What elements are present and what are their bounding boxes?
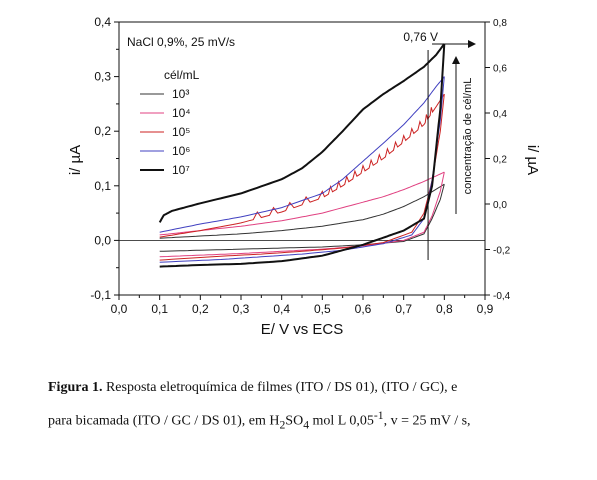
series-forward-scan <box>159 183 445 239</box>
concentration-arrowhead <box>452 56 460 64</box>
x-tick-label: 0,9 <box>477 302 494 316</box>
y-right-tick-label: 0,6 <box>493 64 507 75</box>
x-tick-label: 0,7 <box>395 302 412 316</box>
y-left-tick-label: 0,0 <box>94 233 111 247</box>
y-right-tick-label: 0,4 <box>493 109 507 120</box>
x-tick-label: 0,8 <box>436 302 453 316</box>
y-right-tick-label: 0,2 <box>493 155 507 166</box>
caption-line-1: Figura 1. Resposta eletroquímica de film… <box>48 374 568 402</box>
caption-sub-4: 4 <box>303 418 310 432</box>
legend-label: 10⁴ <box>172 106 191 120</box>
legend-label: 10⁵ <box>172 125 190 139</box>
caption-line-2: para bicamada (ITO / GC / DS 01), em H2S… <box>48 402 568 439</box>
caption-text-after: mol L 0,05 <box>309 413 374 429</box>
y-right-tick-label: -0,2 <box>493 246 511 257</box>
caption-sub-2: 2 <box>279 418 286 432</box>
y-left-tick-label: -0,1 <box>90 288 111 302</box>
series-forward-scan <box>159 93 445 238</box>
legend-title: cél/mL <box>164 68 200 82</box>
legend-label: 10⁶ <box>172 144 190 158</box>
cyclic-voltammetry-chart: 0,0 0,1 0,2 0,3 0,4 0,5 0,6 0,7 0,8 0,9 -0,10,00,… <box>67 15 541 338</box>
x-tick-label: 0,6 <box>355 302 372 316</box>
series-forward-scan <box>158 43 446 223</box>
series-forward-scan <box>159 76 445 233</box>
series-reverse-scan <box>159 184 445 252</box>
y-left-tick-label: 0,4 <box>94 15 111 29</box>
y-left-tick-label: 0,1 <box>94 179 111 193</box>
x-tick-label: 0,2 <box>192 302 209 316</box>
y-left-tick-label: 0,2 <box>94 124 111 138</box>
series-reverse-scan <box>159 172 445 258</box>
series-forward-scan <box>159 171 445 236</box>
y-left-tick-label: 0,3 <box>94 70 111 84</box>
caption-text-1: Resposta eletroquímica de filmes (ITO / … <box>105 380 458 395</box>
series-reverse-scan <box>159 43 446 268</box>
caption-text-2: para bicamada (ITO / GC / DS 01), em H <box>48 413 280 429</box>
y-right-tick-label: 0,0 <box>493 200 507 211</box>
figure-caption: Figura 1. Resposta eletroquímica de film… <box>48 374 568 439</box>
y-right-axis-label: i/ µA <box>524 145 541 175</box>
caption-text-mid: SO <box>285 413 304 429</box>
caption-text-end: , v = 25 mV / s, <box>383 413 471 429</box>
series-5 <box>158 43 446 268</box>
y-right-tick-label: -0,4 <box>493 291 511 302</box>
legend-label: 10³ <box>172 87 189 101</box>
y-right-tick-label: 0,8 <box>493 18 507 29</box>
legend-label: 10⁷ <box>172 163 190 177</box>
x-tick-label: 0,5 <box>314 302 331 316</box>
caption-sup: -1 <box>373 409 384 422</box>
x-tick-label: 0,0 <box>111 302 128 316</box>
potential-arrowhead <box>468 40 476 48</box>
caption-label: Figura 1. <box>48 380 103 395</box>
series-2 <box>159 171 445 258</box>
x-tick-label: 0,1 <box>151 302 168 316</box>
x-axis-label: E/ V vs ECS <box>261 321 344 338</box>
annotation-label: NaCl 0,9%, 25 mV/s <box>127 35 235 49</box>
x-tick-label: 0,4 <box>273 302 290 316</box>
series-1 <box>159 183 445 252</box>
series-3 <box>159 93 445 261</box>
y-left-axis-label: i/ µA <box>67 145 84 175</box>
potential-marker-label: 0,76 V <box>403 30 438 44</box>
series-reverse-scan <box>159 94 445 261</box>
concentration-arrow-label: concentração de cél/mL <box>462 78 474 195</box>
x-tick-label: 0,3 <box>233 302 250 316</box>
